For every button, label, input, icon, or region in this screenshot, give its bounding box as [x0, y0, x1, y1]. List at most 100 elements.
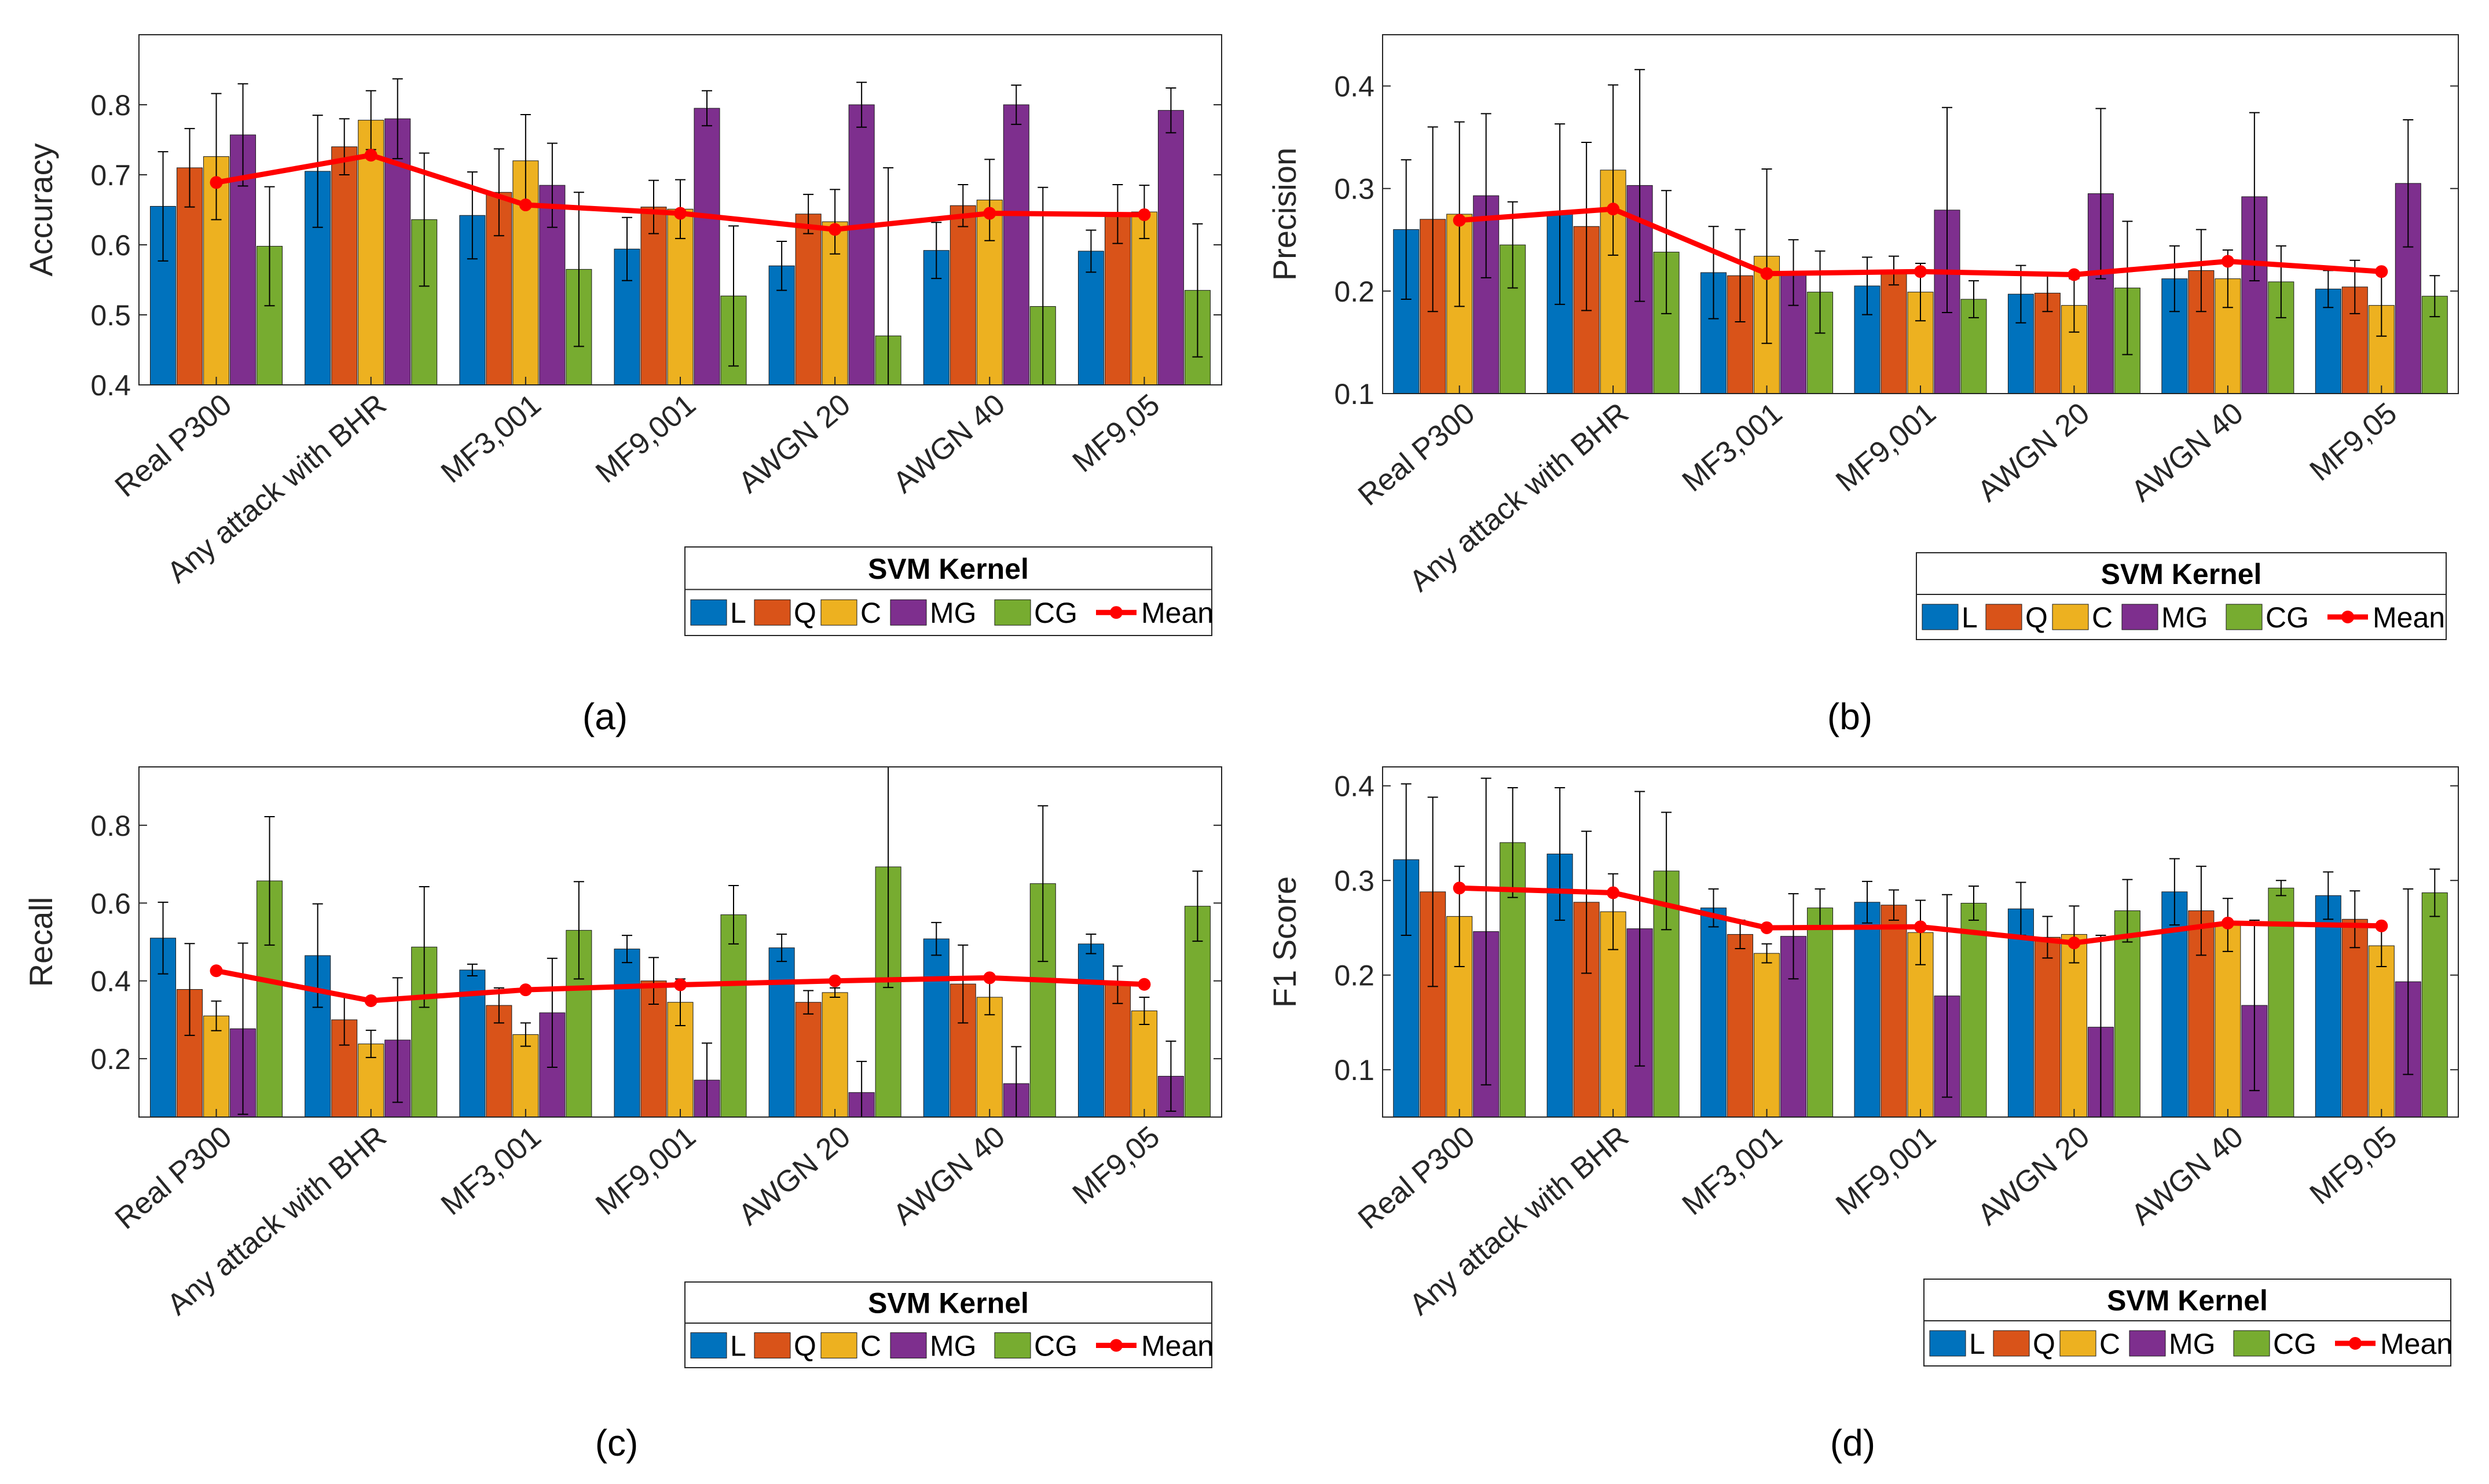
x-tick-label: MF3,001 — [435, 388, 547, 490]
y-tick-label: 0.2 — [90, 1043, 131, 1075]
legend-marker-mean — [1110, 606, 1123, 619]
mean-marker — [519, 983, 532, 997]
bar-c — [358, 120, 384, 385]
legend-label: CG — [2273, 1328, 2316, 1360]
bar-cg — [1960, 902, 1987, 1117]
bar-l — [2315, 288, 2341, 394]
mean-marker — [1607, 203, 1620, 216]
legend-label: L — [1962, 601, 1978, 634]
bar-q — [795, 1002, 822, 1117]
legend-label: MG — [2161, 601, 2208, 634]
bar-q — [2341, 919, 2368, 1117]
bar-q — [1104, 984, 1131, 1117]
bar-c — [1131, 211, 1157, 385]
x-tick-label: AWGN 40 — [2125, 1120, 2249, 1232]
mean-marker — [2068, 268, 2081, 281]
bar-l — [1077, 943, 1104, 1117]
mean-marker — [364, 149, 377, 162]
x-tick-label: AWGN 20 — [1971, 1120, 2096, 1232]
y-tick-label: 0.2 — [1334, 960, 1374, 992]
bar-cg — [720, 914, 747, 1117]
legend-label: L — [1969, 1328, 1985, 1360]
plot-marks — [1393, 69, 2448, 394]
legend-title: SVM Kernel — [2107, 1284, 2268, 1317]
legend: SVM Kernel L Q C MG CG Mean — [1916, 552, 2447, 640]
bar-l — [1700, 908, 1727, 1117]
legend-label: CG — [1034, 597, 1077, 629]
mean-marker — [2221, 916, 2234, 930]
bar-q — [331, 146, 358, 385]
mean-marker — [983, 207, 996, 220]
x-tick-label: MF9,05 — [1066, 388, 1166, 479]
x-tick-label: Real P300 — [1352, 1120, 1481, 1236]
x-tick-label: MF9,05 — [2304, 1120, 2403, 1211]
mean-marker — [829, 223, 842, 236]
plot-marks — [150, 767, 1211, 1117]
y-tick-label: 0.1 — [1334, 1054, 1374, 1086]
legend-label: Q — [794, 597, 816, 629]
bar-c — [2215, 924, 2241, 1117]
legend-swatch-l — [690, 1332, 727, 1359]
panel-label: (d) — [1830, 1422, 1875, 1464]
bar-c — [2368, 945, 2395, 1117]
x-tick-label: MF3,001 — [435, 1120, 547, 1222]
legend-swatch-mg — [890, 599, 927, 626]
legend-label: Mean — [2373, 601, 2445, 634]
bar-l — [768, 947, 795, 1117]
legend-swatch-c — [2052, 604, 2089, 630]
mean-marker — [210, 964, 223, 978]
bar-mg — [1157, 110, 1184, 385]
bar-cg — [1653, 870, 1680, 1117]
legend: SVM Kernel L Q C MG CG Mean — [684, 546, 1214, 636]
x-tick-label: AWGN 40 — [887, 388, 1011, 500]
bar-l — [614, 949, 640, 1117]
bar-cg — [1807, 908, 1834, 1117]
legend-label: MG — [930, 1330, 977, 1362]
mean-marker — [2068, 936, 2081, 950]
mean-marker — [1914, 920, 1927, 934]
legend-swatch-l — [690, 599, 727, 626]
legend-label: CG — [1034, 1330, 1077, 1362]
mean-marker — [1760, 267, 1773, 280]
y-tick-label: 0.8 — [90, 89, 131, 122]
mean-marker — [1138, 978, 1151, 991]
x-tick-label: AWGN 40 — [2125, 396, 2249, 509]
legend-swatch-c — [820, 599, 857, 626]
mean-marker — [2375, 265, 2388, 278]
bar-mg — [1780, 936, 1807, 1117]
plot-marks — [1393, 777, 2448, 1117]
bar-q — [950, 205, 976, 385]
legend-label: CG — [2266, 601, 2309, 634]
y-tick-label: 0.8 — [90, 810, 131, 842]
y-tick-label: 0.4 — [90, 965, 131, 998]
legend-swatch-mg — [2129, 1330, 2166, 1357]
x-tick-label: Real P300 — [1352, 396, 1481, 513]
bar-l — [150, 205, 177, 385]
legend-label: C — [2099, 1328, 2120, 1360]
legend: SVM Kernel L Q C MG CG Mean — [1923, 1279, 2453, 1367]
y-tick-label: 0.3 — [1334, 865, 1374, 897]
x-tick-label: MF3,001 — [1676, 1120, 1788, 1222]
x-tick-label: MF3,001 — [1676, 396, 1788, 498]
legend-swatch-c — [820, 1332, 857, 1359]
legend-title: SVM Kernel — [868, 553, 1029, 585]
bar-cg — [2421, 892, 2448, 1117]
y-axis-label: Recall — [23, 897, 59, 987]
legend-label: C — [860, 1330, 881, 1362]
mean-marker — [2221, 255, 2234, 268]
x-tick-label: MF9,001 — [589, 388, 702, 490]
legend-swatch-cg — [994, 1332, 1031, 1359]
legend-swatch-c — [2059, 1330, 2096, 1357]
panel-label: (a) — [582, 696, 628, 737]
bar-l — [2161, 891, 2188, 1117]
y-tick-label: 0.4 — [90, 369, 131, 402]
bar-c — [1131, 1010, 1157, 1117]
mean-marker — [364, 994, 377, 1008]
y-tick-label: 0.6 — [90, 229, 131, 262]
mean-marker — [1453, 881, 1466, 895]
bar-q — [1881, 905, 1907, 1117]
bar-l — [923, 938, 950, 1117]
y-tick-label: 0.4 — [1334, 71, 1374, 103]
